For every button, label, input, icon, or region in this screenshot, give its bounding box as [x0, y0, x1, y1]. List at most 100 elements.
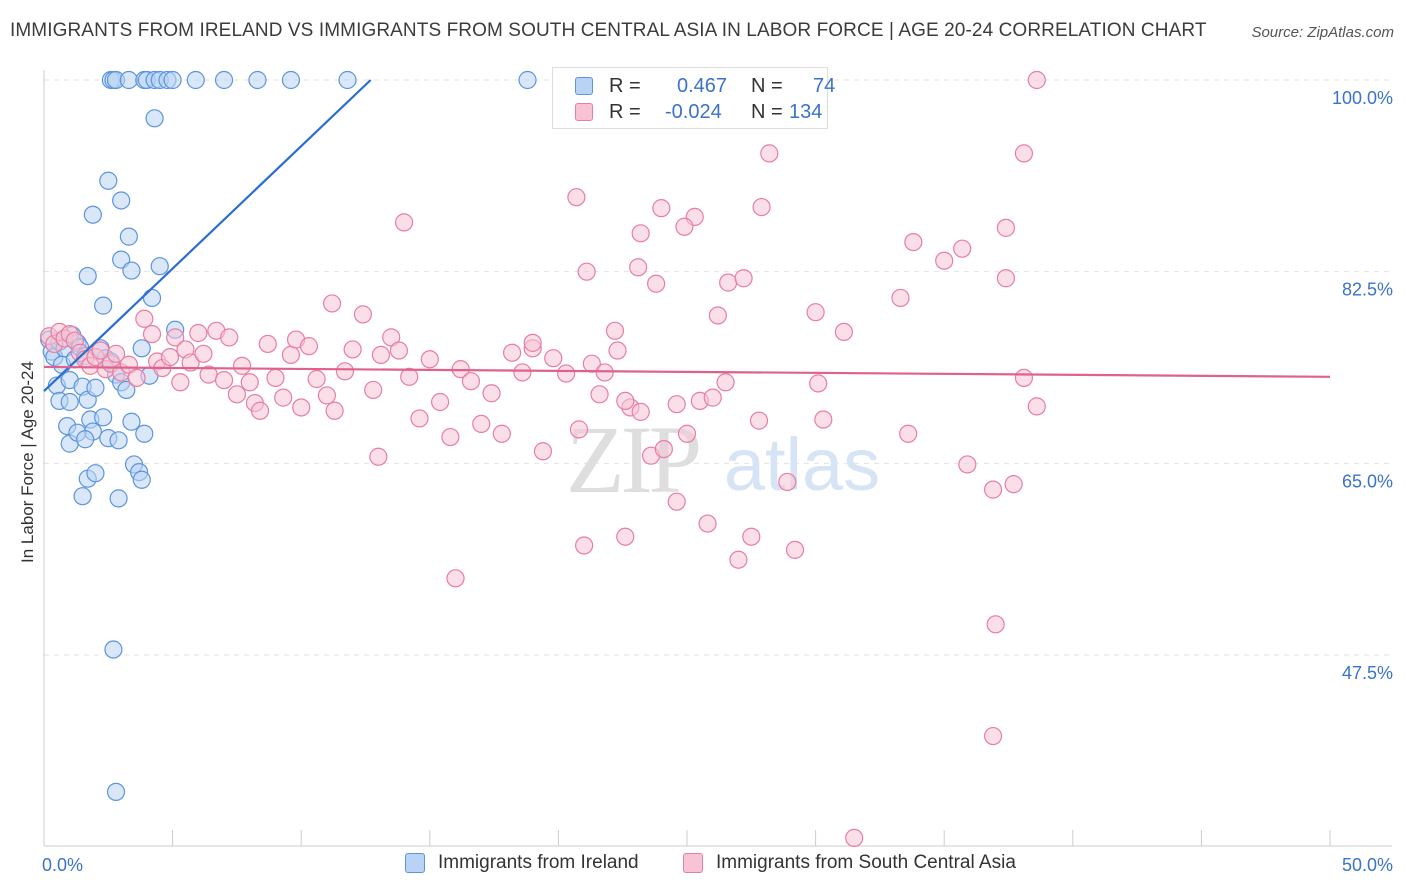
point-sca — [503, 343, 522, 362]
point-ireland — [94, 296, 113, 315]
point-sca — [135, 309, 154, 328]
point-ireland — [117, 380, 136, 400]
point-sca — [785, 540, 805, 559]
point-sca — [1014, 368, 1034, 388]
point-ireland — [86, 378, 105, 397]
legend-n-value-ireland: 74 — [813, 75, 836, 97]
point-sca — [492, 424, 511, 443]
point-sca — [227, 385, 246, 404]
point-sca — [577, 262, 596, 281]
point-sca — [266, 368, 285, 388]
legend-r-value-ireland: 0.467 — [677, 75, 728, 97]
point-sca — [616, 527, 635, 546]
point-sca — [996, 218, 1016, 237]
point-ireland — [109, 431, 128, 450]
point-ireland — [186, 70, 205, 90]
point-sca — [677, 424, 697, 443]
point-sca — [935, 251, 954, 270]
point-ireland — [338, 70, 357, 90]
point-ireland — [163, 70, 182, 90]
point-sca — [482, 384, 501, 403]
point-sca — [106, 344, 126, 363]
y-tick-label: 47.5% — [1342, 663, 1393, 683]
point-ireland — [99, 171, 118, 190]
series-sca-points — [40, 70, 1046, 848]
point-ireland — [94, 408, 113, 427]
trend-line-ireland — [43, 79, 372, 392]
trend-line-sca — [43, 365, 1331, 378]
point-sca — [983, 480, 1003, 499]
point-sca — [299, 337, 319, 356]
point-sca — [631, 224, 650, 243]
point-sca — [371, 345, 391, 365]
correlation-legend: R = 0.467 N = 74 R = -0.024 N = 134 — [552, 67, 835, 129]
point-sca — [317, 386, 337, 405]
point-ireland — [76, 430, 95, 449]
point-sca — [410, 409, 429, 428]
point-sca — [430, 392, 450, 412]
point-ireland — [150, 257, 169, 276]
y-tick-label: 82.5% — [1342, 280, 1393, 300]
point-ireland — [78, 266, 97, 286]
point-ireland — [135, 424, 154, 443]
point-sca — [647, 274, 666, 293]
x-tick-label: 0.0% — [42, 855, 83, 875]
legend-swatch-sca — [575, 103, 593, 121]
point-sca — [778, 472, 797, 492]
point-sca — [608, 341, 627, 360]
point-sca — [996, 269, 1016, 288]
point-sca — [544, 349, 563, 368]
point-sca — [166, 328, 185, 347]
point-sca — [752, 197, 771, 217]
point-sca — [171, 373, 190, 392]
point-sca — [127, 368, 146, 388]
point-sca — [595, 363, 614, 382]
point-sca — [675, 217, 694, 236]
point-sca — [845, 828, 864, 848]
point-ireland — [119, 70, 138, 90]
point-sca — [605, 321, 625, 340]
point-sca — [958, 455, 977, 474]
point-sca — [189, 323, 208, 343]
point-sca — [557, 364, 576, 383]
point-sca — [1027, 70, 1046, 90]
point-sca — [749, 411, 769, 430]
point-sca — [335, 362, 355, 381]
point-ireland — [109, 489, 128, 508]
point-ireland — [119, 227, 138, 246]
point-ireland — [122, 412, 141, 431]
point-sca — [523, 333, 542, 352]
y-tick-label: 65.0% — [1342, 471, 1393, 491]
point-sca — [742, 527, 761, 546]
point-ireland — [112, 191, 131, 210]
legend-r-label: R = — [609, 75, 641, 97]
point-ireland — [518, 70, 537, 90]
point-sca — [899, 424, 918, 443]
point-sca — [904, 232, 923, 252]
point-sca — [160, 347, 180, 367]
tick-labels: 100.0% 82.5% 65.0% 47.5% 0.0% 50.0% — [42, 88, 1393, 875]
point-sca — [142, 324, 162, 344]
point-sca — [232, 356, 252, 375]
point-sca — [394, 213, 414, 232]
legend-r-label: R = — [609, 101, 641, 123]
point-sca — [214, 370, 234, 390]
point-sca — [274, 388, 293, 407]
point-sca — [533, 442, 553, 461]
point-sca — [698, 514, 717, 533]
point-ireland — [281, 70, 301, 90]
trend-lines — [43, 79, 1331, 392]
point-ireland — [132, 470, 151, 489]
point-sca — [590, 385, 609, 404]
point-sca — [322, 294, 342, 313]
point-sca — [461, 372, 481, 391]
point-sca — [353, 305, 373, 324]
legend-n-label: N = — [751, 101, 783, 123]
point-sca — [986, 615, 1005, 634]
point-ireland — [83, 205, 102, 224]
point-sca — [719, 273, 738, 292]
point-sca — [716, 373, 735, 392]
point-sca — [307, 369, 326, 389]
point-sca — [667, 492, 686, 511]
